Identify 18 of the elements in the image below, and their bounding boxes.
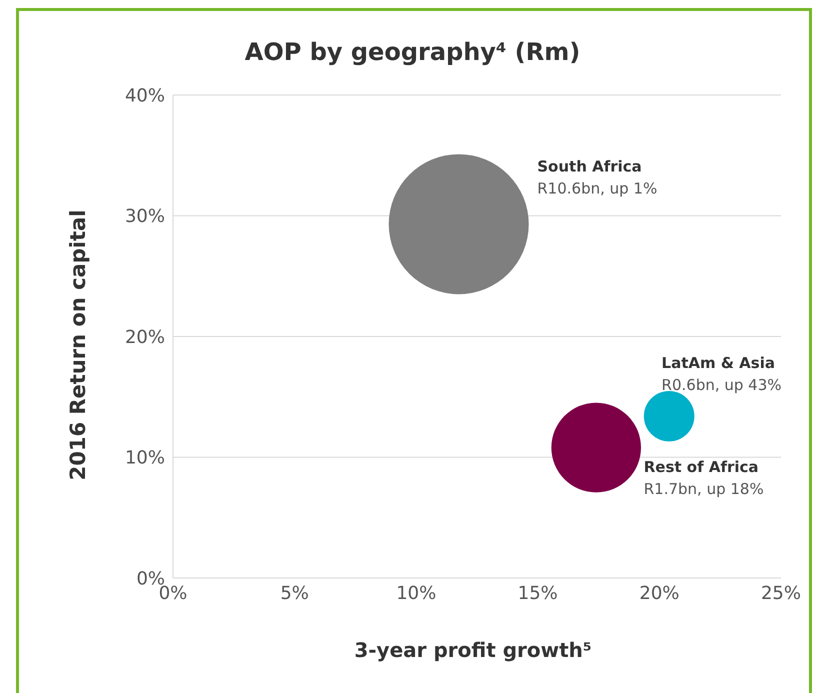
data-label: R0.6bn, up 43% — [662, 376, 782, 394]
y-tick-label: 10% — [124, 448, 165, 469]
series-label: LatAm & Asia — [662, 354, 775, 372]
chart-title: AOP by geography⁴ (Rm) — [244, 38, 582, 66]
y-tick-label: 40% — [124, 85, 165, 106]
y-axis-title: 2016 Return on capital — [66, 210, 90, 480]
x-tick-label: 10% — [396, 582, 436, 604]
x-tick-label: 5% — [280, 582, 309, 604]
x-axis-title: 3-year profit growth⁵ — [353, 638, 593, 662]
data-label: R10.6bn, up 1% — [537, 180, 658, 198]
x-tick-label: 15% — [518, 582, 558, 604]
x-tick-label: 25% — [760, 582, 802, 604]
data-label: R1.7bn, up 18% — [644, 480, 764, 498]
y-tick-label: 30% — [124, 206, 165, 228]
x-tick-label: 20% — [639, 582, 680, 604]
series-label: South Africa — [537, 158, 642, 176]
y-tick-label: 20% — [124, 326, 165, 348]
series-label: Rest of Africa — [644, 458, 759, 476]
